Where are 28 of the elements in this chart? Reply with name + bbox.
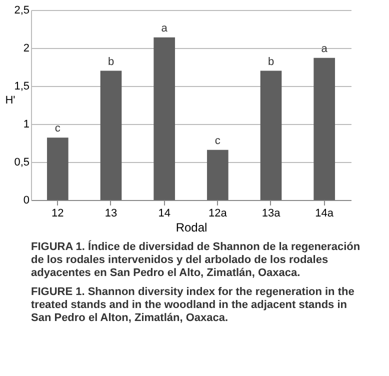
annotation: c [54, 122, 61, 135]
bar [154, 37, 175, 200]
bar [207, 150, 228, 200]
x-tick-label: 12 [52, 208, 64, 220]
caption: FIGURE 1. Shannon diversity index for the regeneration in the treated stands and in the woodland in the adjacent stands in San Pedro el Alton, Zimatlán, Oaxaca. [31, 286, 354, 324]
y-tick-label: 1,5 [14, 80, 30, 92]
y-tick-label: 0,5 [14, 156, 30, 168]
x-tick-label: 12a [208, 208, 228, 220]
annotation: a [321, 42, 328, 55]
x-tick-label: 13a [262, 208, 282, 220]
y-tick-label: 1 [23, 118, 30, 130]
y-axis-title: H' [5, 94, 16, 106]
annotation: a [161, 22, 168, 34]
annotation: b [268, 56, 274, 68]
y-tick-label: 2 [23, 42, 30, 54]
x-tick-label: 14a [315, 208, 334, 220]
bar [47, 138, 68, 200]
y-tick-label: 0 [23, 194, 30, 206]
annotation: b [108, 56, 114, 68]
text: FIGURA 1. Índice de diversidad de Shannon de la regeneración de los rodales intervenidos y del arbolado de los rodales adyacentes en San Pedro el Alto, Zimatlán, Oaxaca. [31, 240, 360, 279]
x-tick-label: 14 [158, 208, 170, 220]
y-tick-label: 2,5 [14, 4, 30, 16]
bar [314, 58, 335, 200]
annotation: c [214, 134, 221, 147]
x-axis-title: Rodal [176, 220, 208, 234]
bar [100, 70, 122, 200]
x-tick-label: 13 [104, 208, 118, 220]
bar [260, 70, 282, 200]
